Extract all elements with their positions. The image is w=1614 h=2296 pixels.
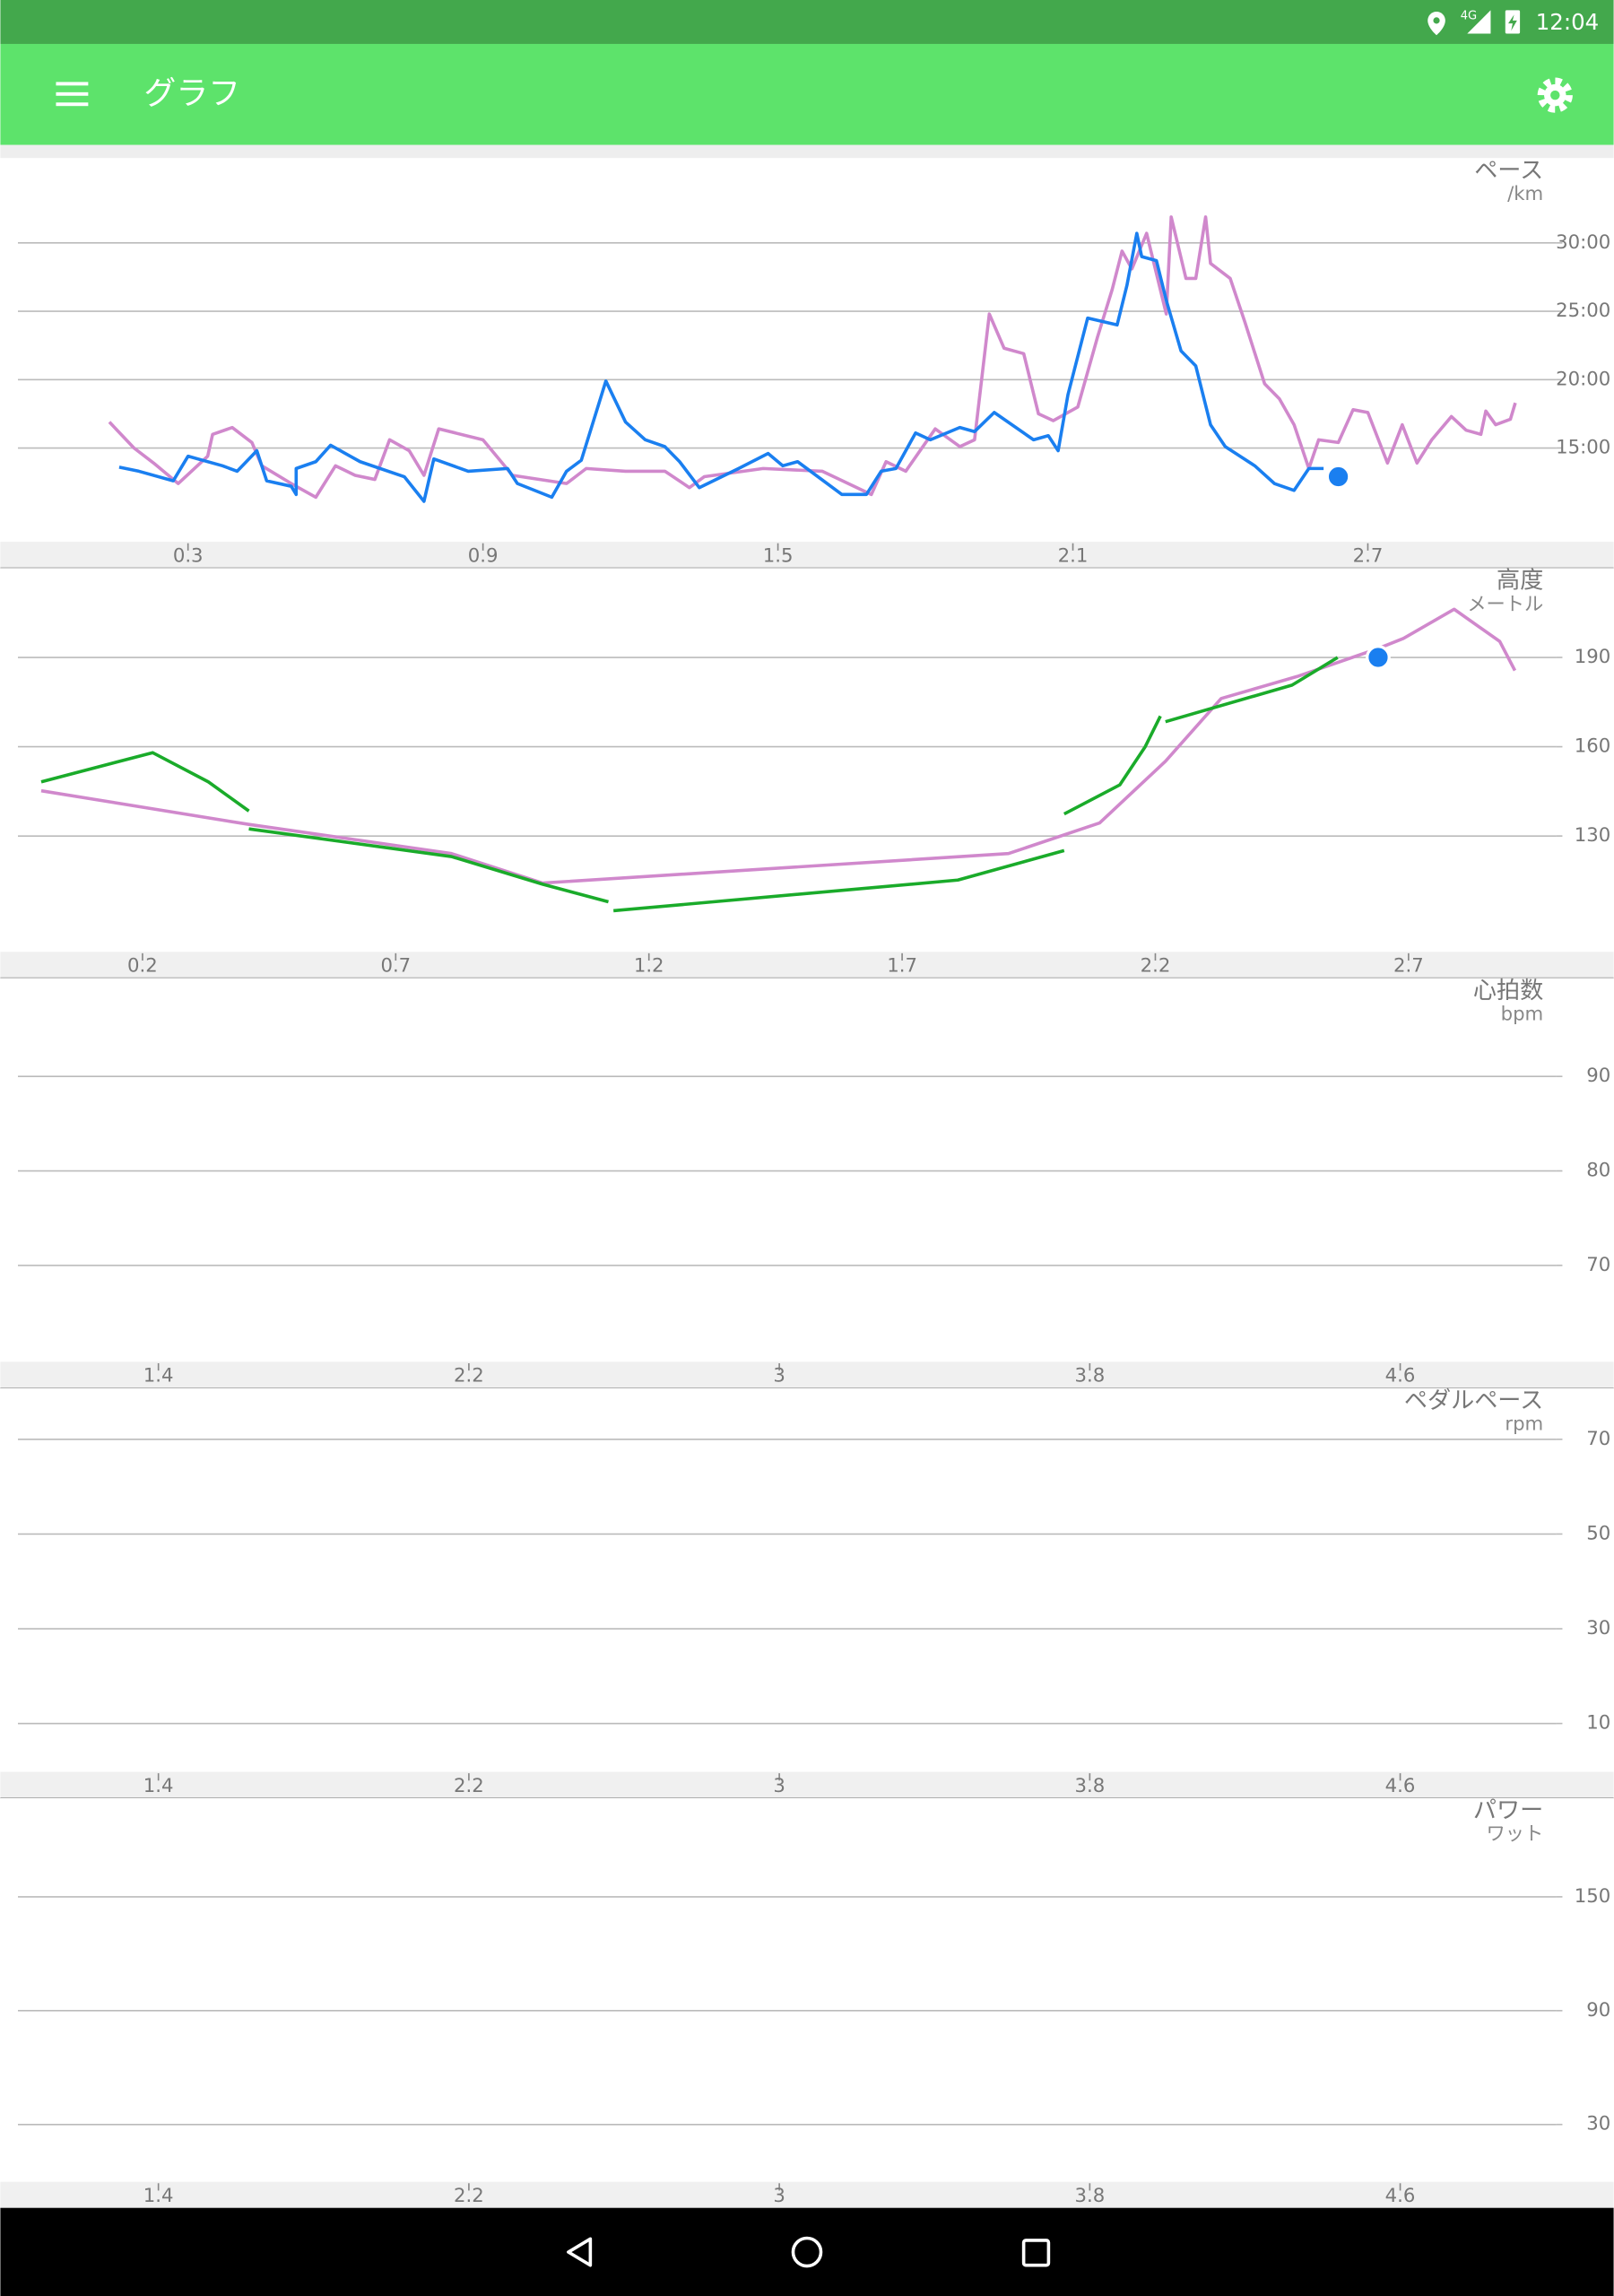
- chart-panel: [0, 978, 1614, 1362]
- y-tick-label: 50: [1586, 1522, 1610, 1544]
- x-axis-strip: [0, 542, 1614, 569]
- x-tick-label: 0.9: [468, 544, 499, 567]
- x-axis-strip: [0, 1771, 1614, 1798]
- x-tick-label: 1.2: [634, 955, 664, 978]
- x-tick-label: 1.4: [143, 1775, 174, 1797]
- series-line: [118, 231, 1324, 503]
- back-button[interactable]: [567, 2237, 593, 2267]
- x-tick-label: 1.7: [887, 955, 917, 978]
- chart-panel: [0, 1797, 1614, 2182]
- home-button[interactable]: [791, 2236, 823, 2268]
- y-tick-label: 80: [1586, 1160, 1610, 1182]
- chart-unit: ワット: [1487, 1823, 1544, 1846]
- app-title: グラフ: [143, 75, 240, 112]
- y-tick-label: 20:00: [1556, 368, 1610, 390]
- gear-hole: [1550, 90, 1560, 100]
- recents-button[interactable]: [1021, 2239, 1051, 2267]
- x-tick-label: 1.4: [143, 1365, 174, 1387]
- x-tick-label: 3: [773, 1775, 785, 1797]
- chart-title: 高度: [1497, 568, 1543, 595]
- app-bar: [0, 43, 1614, 145]
- charts: ペース/km 15:00 20:00 25:00 30:00 0.3 0.9 1.5 2.1 2.…: [0, 158, 1614, 2209]
- divider: [0, 144, 1614, 159]
- series-line: [108, 215, 1517, 500]
- menu-line: [56, 82, 89, 86]
- gear-teeth: [1537, 77, 1573, 113]
- nav-bar: [0, 2208, 1614, 2296]
- chart-unit: /km: [1507, 183, 1543, 205]
- x-tick-label: 3.8: [1074, 1775, 1105, 1797]
- x-tick-label: 0.7: [380, 955, 411, 978]
- series-line: [40, 607, 1517, 885]
- chart-unit: rpm: [1505, 1413, 1543, 1436]
- x-tick-label: 2.2: [1141, 955, 1171, 978]
- position-marker: [1366, 645, 1391, 670]
- status-bar: [0, 0, 1614, 44]
- x-tick-label: 0.3: [173, 544, 204, 567]
- x-tick-label: 2.7: [1393, 955, 1424, 978]
- y-tick-label: 90: [1586, 1999, 1610, 2022]
- y-tick-label: 90: [1586, 1065, 1610, 1087]
- x-tick-label: 2.2: [454, 2185, 484, 2207]
- x-tick-label: 3.8: [1074, 2185, 1105, 2207]
- network-type: 4G: [1461, 9, 1477, 22]
- chart-unit: bpm: [1501, 1003, 1544, 1025]
- x-tick-label: 2.7: [1353, 544, 1384, 567]
- y-tick-label: 190: [1575, 646, 1611, 668]
- chart-panel: [0, 568, 1614, 952]
- chart-title: ペダルペース: [1404, 1387, 1543, 1414]
- chart-panel: [0, 1387, 1614, 1772]
- y-tick-label: 70: [1586, 1254, 1610, 1276]
- settings-button[interactable]: [1537, 77, 1573, 113]
- chart-panel: [0, 158, 1614, 543]
- menu-button[interactable]: [56, 82, 89, 107]
- y-tick-label: 30: [1586, 2113, 1610, 2135]
- y-tick-label: 160: [1575, 735, 1611, 758]
- x-axis-strip: [0, 952, 1614, 978]
- menu-line: [56, 102, 89, 107]
- x-tick-label: 1.5: [763, 544, 794, 567]
- x-axis-strip: [0, 1361, 1614, 1388]
- y-tick-label: 30:00: [1556, 231, 1610, 254]
- x-tick-label: 4.6: [1385, 1775, 1416, 1797]
- x-tick-label: 3: [773, 1365, 785, 1387]
- location-icon-dot: [1433, 17, 1440, 24]
- x-tick-label: 3.8: [1074, 1365, 1105, 1387]
- x-tick-label: 4.6: [1385, 1365, 1416, 1387]
- x-tick-label: 1.4: [143, 2185, 174, 2207]
- x-tick-label: 2.1: [1058, 544, 1089, 567]
- chart-title: 心拍数: [1473, 978, 1543, 1004]
- chart-title: ペース: [1474, 158, 1543, 185]
- y-tick-label: 15:00: [1556, 437, 1610, 459]
- chart-unit: メートル: [1467, 593, 1543, 615]
- y-tick-label: 150: [1575, 1885, 1611, 1908]
- position-marker: [1325, 464, 1351, 490]
- x-tick-label: 3: [773, 2185, 785, 2207]
- chart-title: パワー: [1473, 1797, 1543, 1824]
- x-tick-label: 2.2: [454, 1365, 484, 1387]
- y-tick-label: 10: [1586, 1712, 1610, 1735]
- x-tick-label: 0.2: [127, 955, 158, 978]
- x-tick-label: 4.6: [1385, 2185, 1416, 2207]
- x-axis-strip: [0, 2181, 1614, 2209]
- y-tick-label: 30: [1586, 1617, 1610, 1639]
- x-tick-label: 2.2: [454, 1775, 484, 1797]
- battery-bolt: [1508, 14, 1517, 31]
- series-line: [40, 656, 1339, 913]
- y-tick-label: 130: [1575, 824, 1611, 847]
- y-tick-label: 25:00: [1556, 300, 1610, 322]
- menu-line: [56, 91, 89, 96]
- y-tick-label: 70: [1586, 1428, 1610, 1450]
- status-time: 12:04: [1536, 9, 1600, 35]
